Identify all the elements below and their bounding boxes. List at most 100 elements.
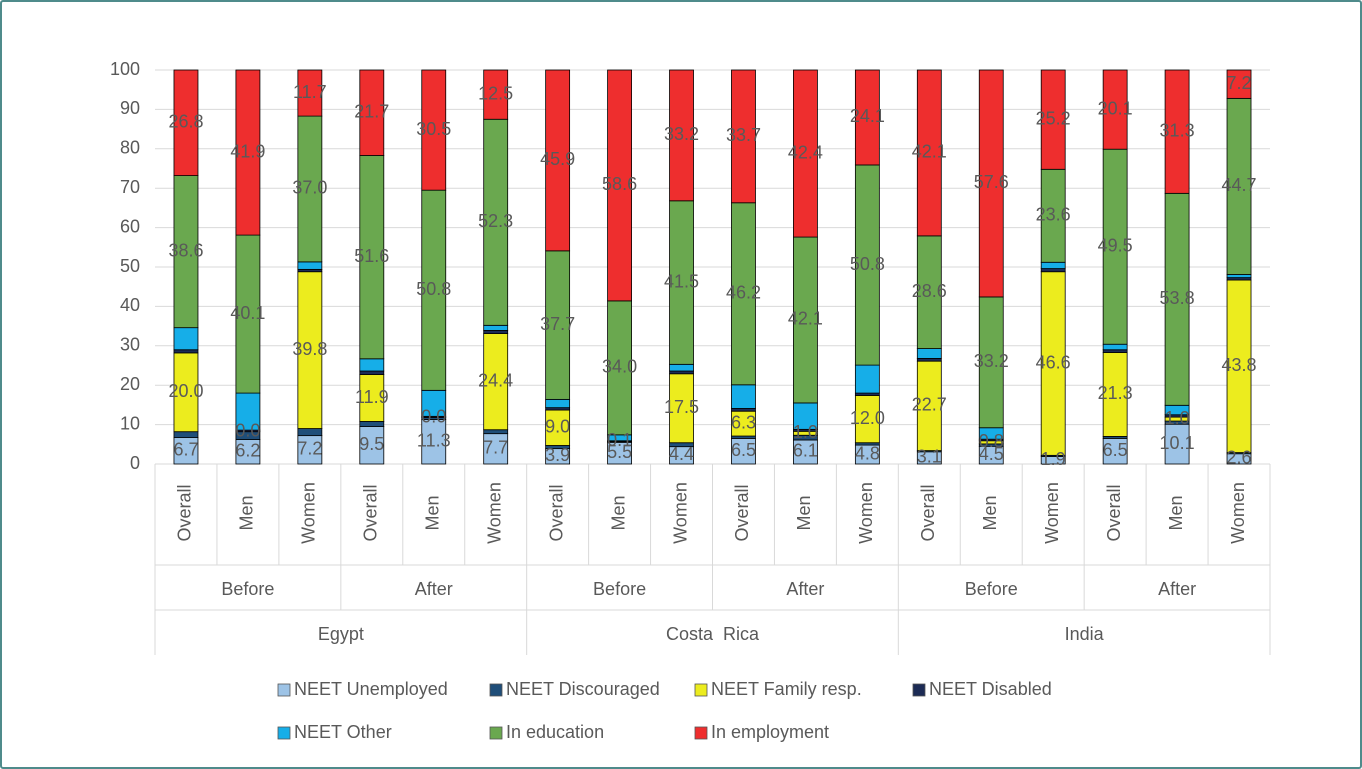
- data-label: 17.5: [664, 397, 699, 417]
- data-label: 52.3: [478, 211, 513, 231]
- bar-segment: [1102, 352, 1128, 437]
- data-label: 25.2: [1036, 108, 1071, 128]
- bar-segment: [483, 330, 509, 334]
- bar-segment: [483, 69, 509, 120]
- x-tick-label: Women: [856, 482, 876, 544]
- bar-segment: [359, 370, 385, 375]
- bar-segment: [731, 384, 756, 409]
- data-label: 6.7: [173, 440, 198, 460]
- bar-segment: [916, 360, 942, 452]
- data-label: 5.5: [607, 442, 632, 462]
- data-label: 23.6: [1036, 205, 1071, 225]
- data-label: 50.8: [850, 254, 885, 274]
- x-tick-label: Overall: [732, 484, 752, 541]
- data-label: 41.5: [664, 271, 699, 291]
- bar-segment: [793, 439, 818, 465]
- bar-segment: [297, 428, 323, 437]
- data-label: 20.1: [1098, 98, 1133, 118]
- data-label: 6.2: [235, 441, 260, 461]
- bar-segment: [173, 437, 199, 465]
- data-label: 6.5: [731, 440, 756, 460]
- bar-segment: [1164, 69, 1190, 194]
- bar-segment: [173, 69, 199, 176]
- legend-label: In employment: [711, 722, 829, 742]
- country-label: India: [1065, 624, 1105, 644]
- bar-segment: [173, 327, 199, 351]
- data-label: 42.1: [912, 142, 947, 162]
- data-label: 6.1: [793, 441, 818, 461]
- data-label: 1.0: [1165, 408, 1190, 428]
- y-tick-label: 20: [120, 374, 140, 394]
- x-tick-label: Men: [1166, 495, 1186, 530]
- data-label: 26.8: [168, 112, 203, 132]
- bar-segment: [545, 250, 571, 400]
- legend-swatch: [694, 726, 708, 740]
- bar-segment: [1102, 148, 1128, 345]
- legend-label: NEET Discouraged: [506, 679, 660, 699]
- x-tick-label: Men: [794, 495, 814, 530]
- data-label: 50.8: [416, 279, 451, 299]
- data-label: 39.8: [292, 339, 327, 359]
- bar-segment: [1040, 268, 1066, 273]
- data-label: 20.0: [168, 381, 203, 401]
- bar-segment: [978, 296, 1004, 429]
- y-tick-label: 10: [120, 413, 140, 433]
- x-tick-label: Overall: [1104, 484, 1124, 541]
- bar-segment: [359, 421, 385, 427]
- data-label: 24.1: [850, 106, 885, 126]
- x-tick-label: Overall: [361, 484, 381, 541]
- bar-segment: [173, 349, 199, 354]
- bar-segment: [483, 429, 509, 435]
- bar-segment: [235, 234, 261, 394]
- bar-segment: [297, 261, 323, 270]
- legend-swatch: [694, 683, 708, 697]
- bar-segment: [1226, 279, 1252, 453]
- data-label: 42.4: [788, 142, 823, 162]
- country-label: Egypt: [318, 624, 364, 644]
- bar-segment: [421, 69, 447, 191]
- bar-segment: [669, 373, 694, 444]
- data-label: 30.5: [416, 119, 451, 139]
- data-label: 7.7: [483, 438, 508, 458]
- bar-segment: [1164, 192, 1190, 406]
- legend-swatch: [912, 683, 926, 697]
- data-label: 0.0: [421, 406, 446, 426]
- bar-segment: [731, 410, 756, 437]
- data-label: 9.0: [545, 417, 570, 437]
- bar-segment: [1226, 97, 1252, 275]
- bar-segment: [669, 69, 694, 202]
- x-tick-label: Overall: [546, 484, 566, 541]
- bar-segment: [1102, 349, 1128, 353]
- group-label: After: [415, 579, 453, 599]
- bar-segment: [359, 374, 385, 422]
- bar-segment: [854, 364, 880, 394]
- data-label: 24.4: [478, 370, 513, 390]
- legend-swatch: [277, 726, 291, 740]
- legend-swatch: [489, 683, 503, 697]
- bar-segment: [297, 69, 323, 117]
- bar-segment: [916, 235, 942, 349]
- bar-segment: [235, 392, 261, 431]
- data-label: 1.0: [793, 422, 818, 442]
- legend-label: NEET Disabled: [929, 679, 1052, 699]
- bar-segment: [421, 419, 447, 465]
- bar-segment: [235, 69, 261, 236]
- y-tick-label: 30: [120, 335, 140, 355]
- bar-segment: [793, 236, 818, 404]
- y-tick-label: 60: [120, 216, 140, 236]
- data-label: 31.3: [1160, 120, 1195, 140]
- bar-segment: [359, 426, 385, 465]
- data-label: 37.7: [540, 314, 575, 334]
- legend-swatch: [489, 726, 503, 740]
- data-label: 42.1: [788, 309, 823, 329]
- y-tick-label: 0: [130, 453, 140, 473]
- y-tick-label: 90: [120, 98, 140, 118]
- legend-label: NEET Family resp.: [711, 679, 862, 699]
- bar-segment: [731, 202, 756, 386]
- y-tick-label: 100: [110, 59, 140, 79]
- data-label: 28.6: [912, 281, 947, 301]
- group-label: After: [786, 579, 824, 599]
- x-tick-label: Men: [980, 495, 1000, 530]
